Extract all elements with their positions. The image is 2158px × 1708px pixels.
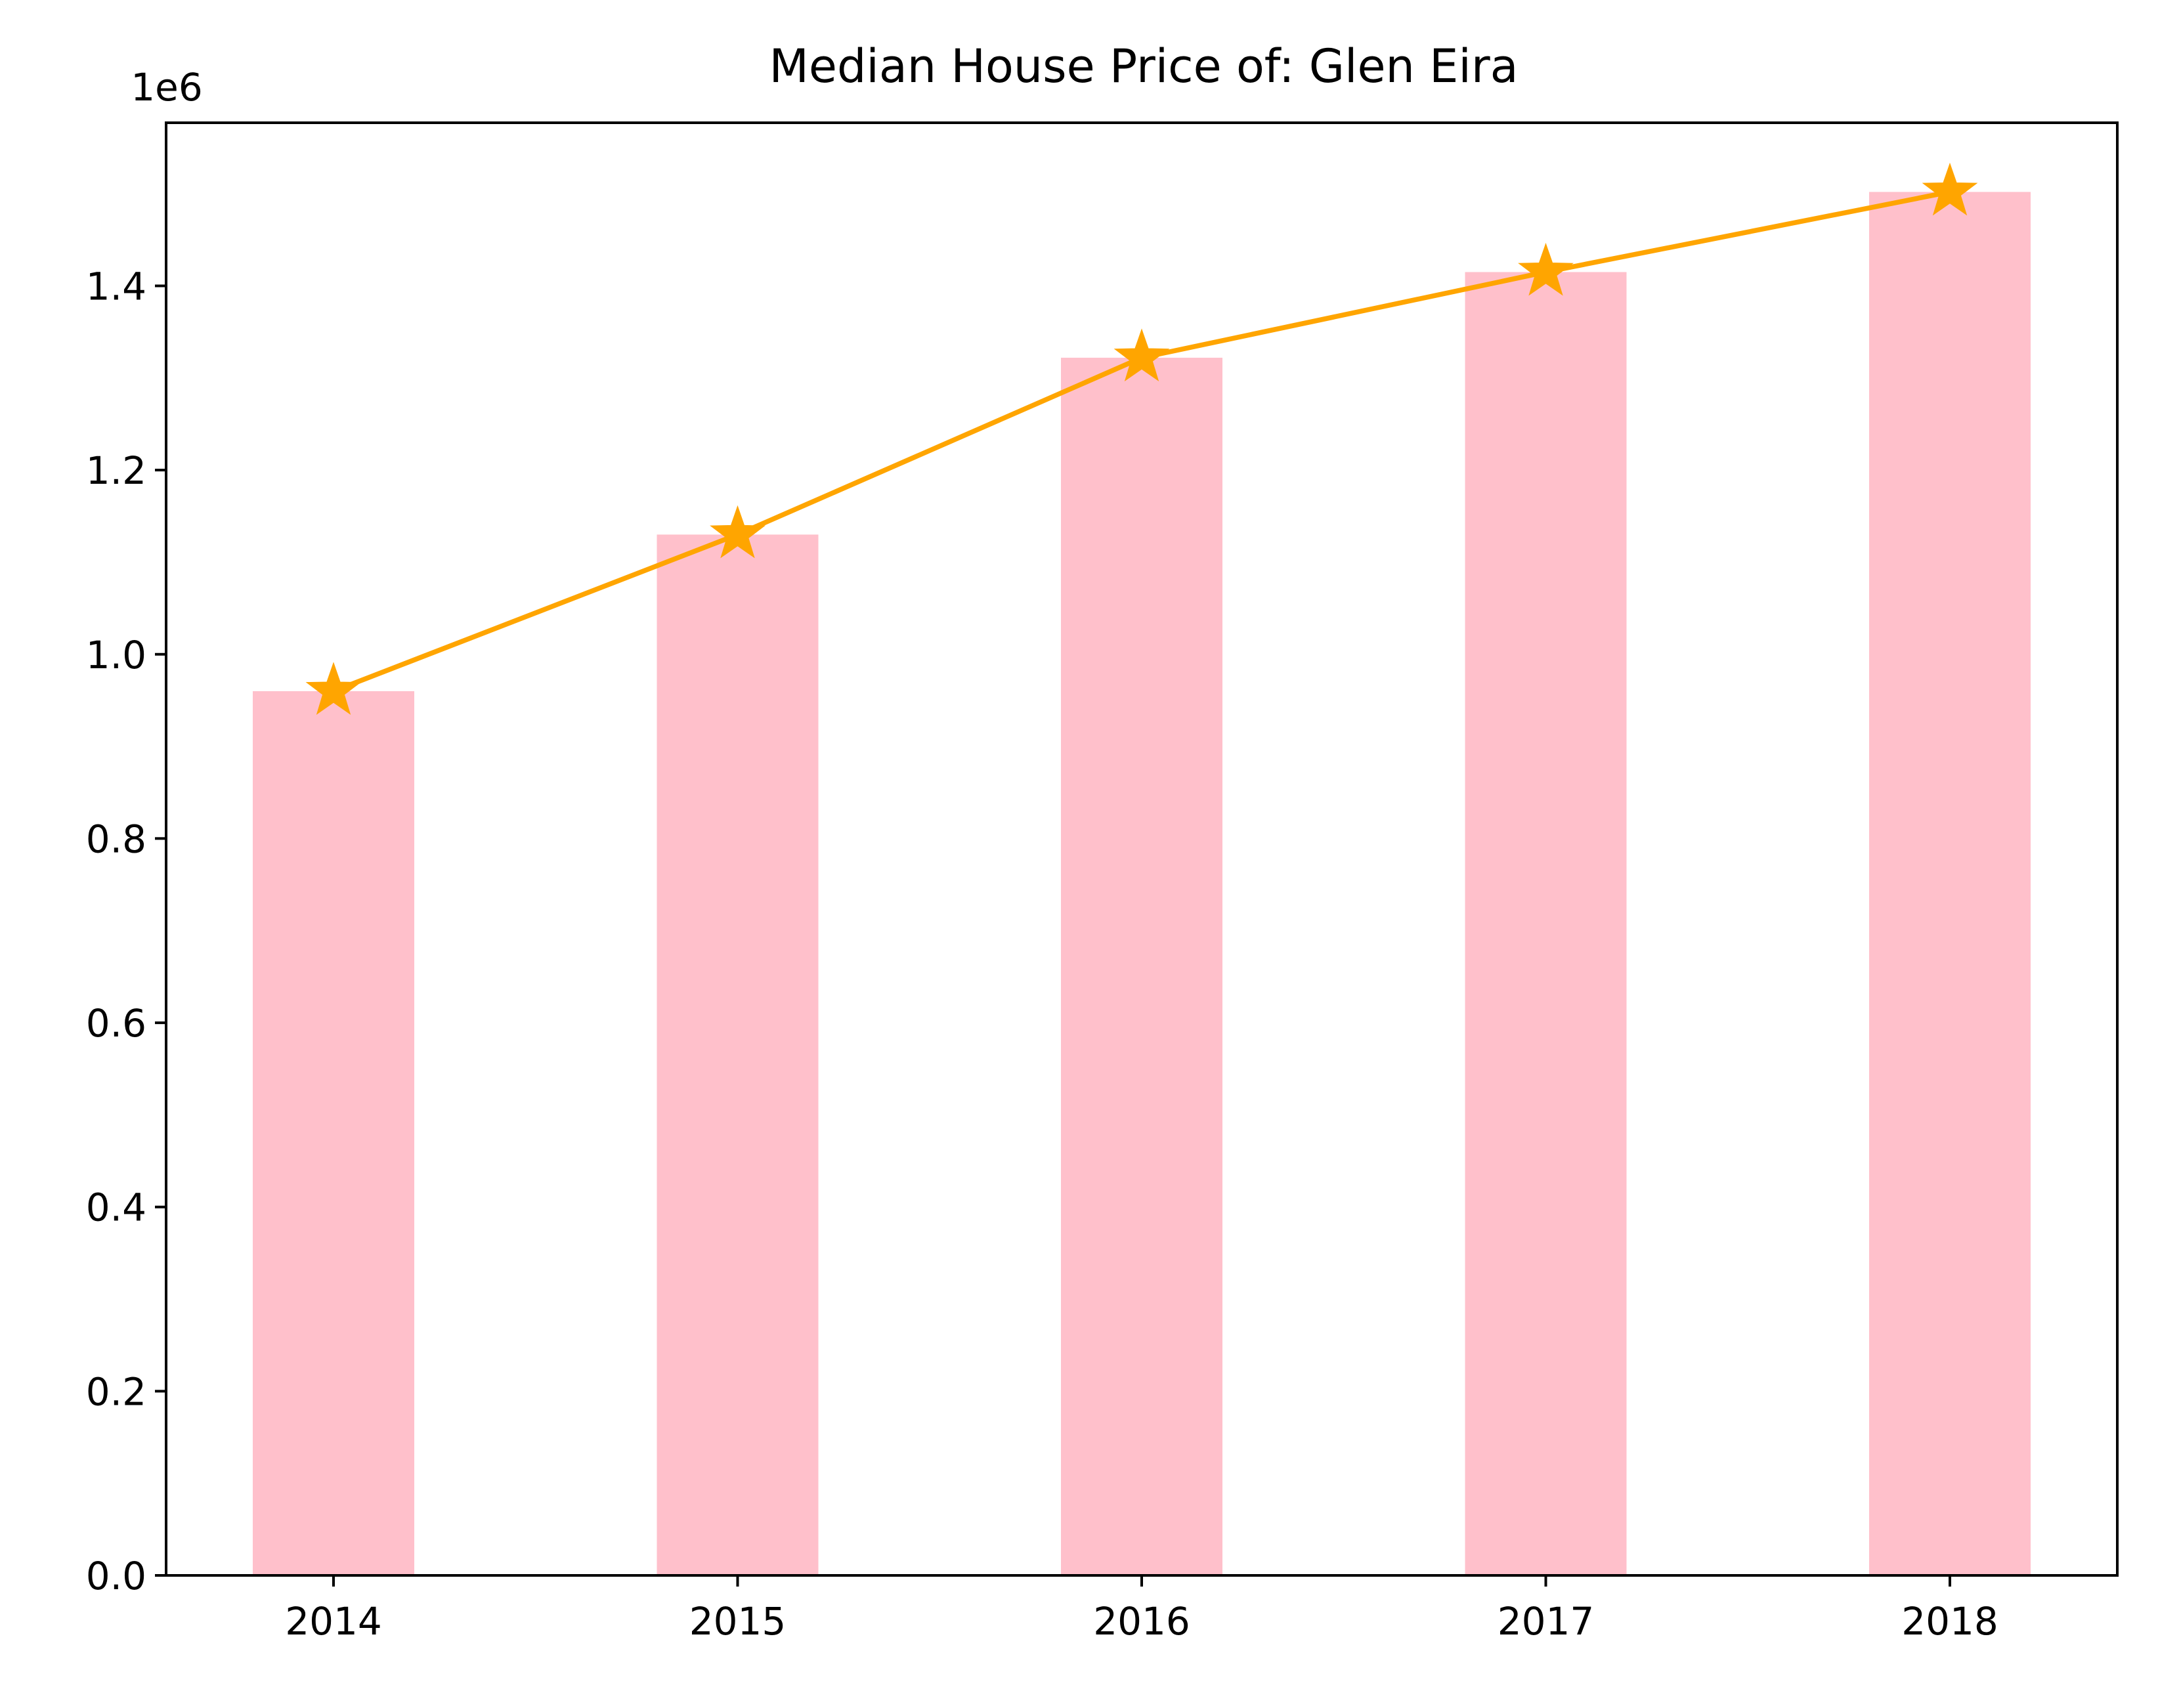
x-tick-label: 2016	[1093, 1599, 1190, 1644]
y-tick-label: 0.8	[86, 817, 146, 861]
bar-2017	[1465, 272, 1627, 1575]
line-series	[305, 162, 1978, 715]
ticks: 0.0 0.2 0.4 0.6 0.8 1.0 1.2 1.4 2014 2015 2016 2017…	[86, 265, 1998, 1644]
x-tick-label: 2017	[1498, 1599, 1595, 1644]
bar-2014	[253, 691, 414, 1575]
x-tick-label: 2015	[689, 1599, 787, 1644]
y-tick-label: 0.6	[86, 1001, 146, 1046]
x-tick-label: 2014	[285, 1599, 382, 1644]
y-tick-label: 1.4	[86, 265, 146, 309]
line-marker-2015	[710, 505, 766, 559]
bar-2015	[657, 534, 819, 1575]
line-marker-2017	[1518, 242, 1574, 296]
y-tick-label: 1.2	[86, 448, 146, 493]
y-offset-label: 1e6	[131, 65, 203, 110]
line-marker-2018	[1922, 162, 1978, 216]
line-marker-2016	[1113, 328, 1170, 382]
y-tick-label: 0.4	[86, 1185, 146, 1230]
bar-2018	[1869, 192, 2031, 1576]
y-tick-label: 0.2	[86, 1369, 146, 1414]
x-tick-label: 2018	[1901, 1599, 1998, 1644]
bars	[253, 192, 2031, 1576]
line-marker-2014	[305, 662, 362, 715]
bar-2016	[1061, 357, 1222, 1575]
chart-title: Median House Price of: Glen Eira	[769, 39, 1518, 93]
y-tick-label: 1.0	[86, 633, 146, 677]
y-tick-label: 0.0	[86, 1554, 146, 1598]
